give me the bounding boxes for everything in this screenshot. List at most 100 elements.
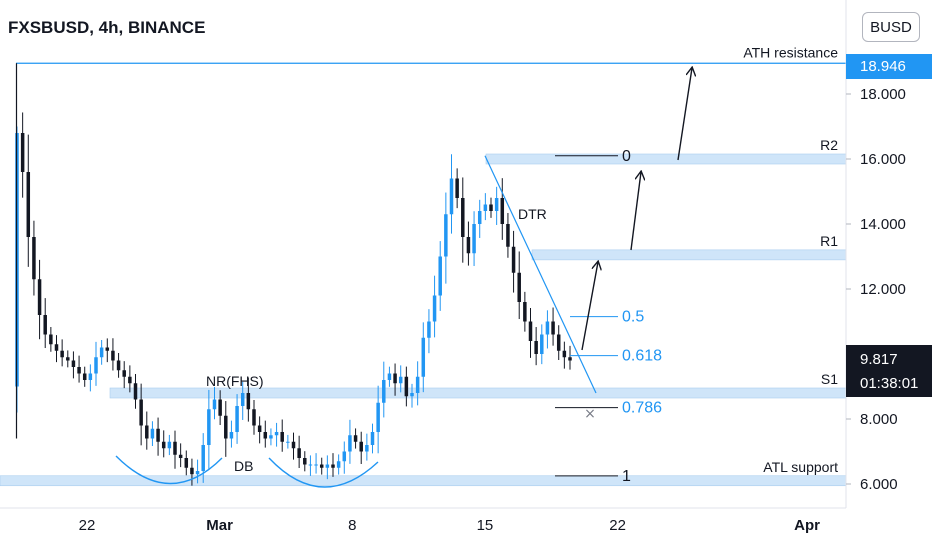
candle-body — [410, 393, 414, 397]
candle-body — [562, 350, 567, 358]
x-tick-label: Apr — [794, 517, 820, 534]
level-label: ATH resistance — [743, 44, 838, 60]
candle-body — [60, 350, 64, 358]
candle-body — [449, 178, 454, 215]
candle-body — [66, 357, 70, 361]
candle-body — [105, 347, 110, 351]
candle-body — [224, 415, 228, 439]
fib-label: 1 — [622, 468, 631, 485]
candle-body — [173, 441, 177, 455]
candle-body — [376, 402, 380, 432]
candle-body — [359, 441, 363, 452]
chart-labels: ATH resistance R2 R1 S1 ATL support 0 0.5 0.618… — [206, 44, 838, 485]
chart-title: FXSBUSD, 4h, BINANCE — [8, 18, 206, 37]
candle-countdown: 01:38:01 — [860, 375, 919, 392]
candle-body — [325, 464, 330, 468]
candle-body — [269, 435, 273, 439]
y-tick-label: 8.000 — [860, 411, 898, 428]
candle-body — [201, 445, 205, 471]
level-label: ATL support — [763, 459, 838, 475]
candle-body — [94, 357, 98, 374]
level-zone-r2 — [485, 153, 847, 165]
candle-body — [116, 360, 121, 371]
candle-body — [308, 464, 313, 466]
candle-body — [500, 198, 505, 224]
candle-body — [398, 376, 403, 384]
candle-body — [523, 302, 527, 322]
candle-body — [156, 428, 160, 442]
candle-body — [444, 214, 448, 257]
candle-body — [128, 376, 132, 384]
candle-body — [342, 451, 347, 462]
candle-body — [207, 409, 211, 445]
level-zone-r1 — [531, 249, 847, 261]
candle-body — [297, 448, 301, 458]
annotation-db: DB — [234, 458, 253, 474]
double-bottom-arc-left — [115, 455, 223, 485]
double-bottom-arc-right — [268, 457, 379, 488]
candle-body — [421, 337, 426, 377]
candle-body — [415, 376, 420, 393]
level-label: R1 — [820, 233, 838, 249]
fib-label: 0.5 — [622, 309, 644, 326]
candle-body — [382, 380, 386, 403]
y-tick-label: 14.000 — [860, 216, 906, 233]
x-tick-label: 22 — [79, 517, 96, 534]
candle-body — [432, 295, 437, 322]
candle-body — [336, 461, 341, 468]
candle-body — [263, 432, 268, 439]
candle-body — [556, 334, 561, 351]
candle-body — [20, 133, 25, 172]
currency-badge[interactable]: BUSD — [862, 12, 920, 42]
candle-body — [438, 256, 442, 296]
candle-body — [280, 432, 284, 442]
candle-body — [43, 315, 47, 335]
y-tick-label: 6.000 — [860, 476, 898, 493]
last-price-value: 9.817 — [860, 351, 898, 368]
candle-body — [139, 399, 143, 426]
candle-body — [240, 393, 245, 406]
candle-body — [26, 172, 31, 237]
candle-body — [494, 198, 499, 211]
fib-label: 0.618 — [622, 348, 662, 365]
candle-body — [218, 399, 222, 416]
candle-body — [528, 321, 533, 341]
candle-body — [184, 458, 189, 468]
candle-body — [274, 432, 279, 436]
candle-body — [348, 435, 352, 452]
candle-body — [122, 370, 126, 377]
candle-body — [190, 467, 194, 475]
candle-body — [568, 357, 572, 361]
candle-body — [393, 373, 397, 384]
candle-body — [161, 441, 166, 449]
dtr-trendline — [484, 155, 597, 394]
candle-body — [489, 204, 493, 211]
candle-body — [212, 399, 217, 410]
candlesticks — [15, 63, 572, 486]
fib-label: 0.786 — [622, 400, 662, 417]
x-tick-label: 8 — [348, 517, 356, 534]
level-label: R2 — [820, 137, 838, 153]
candle-body — [133, 383, 138, 400]
candle-body — [483, 204, 488, 211]
candle-body — [331, 464, 335, 468]
candle-body — [303, 458, 307, 465]
candle-body — [477, 211, 482, 224]
target-arrow — [630, 172, 641, 251]
annotation-dtr: DTR — [518, 206, 547, 222]
candle-body — [178, 454, 183, 458]
candle-body — [551, 321, 555, 335]
fib-label: 0 — [622, 148, 631, 165]
candle-body — [88, 373, 93, 380]
candle-body — [32, 237, 36, 280]
candle-body — [235, 406, 239, 432]
candle-body — [252, 409, 256, 426]
candle-body — [145, 425, 149, 439]
candle-body — [37, 279, 42, 315]
y-tick-label: 16.000 — [860, 151, 906, 168]
candle-body — [77, 367, 81, 374]
candle-body — [506, 224, 510, 247]
candle-body — [365, 445, 369, 452]
level-label: S1 — [821, 371, 838, 387]
